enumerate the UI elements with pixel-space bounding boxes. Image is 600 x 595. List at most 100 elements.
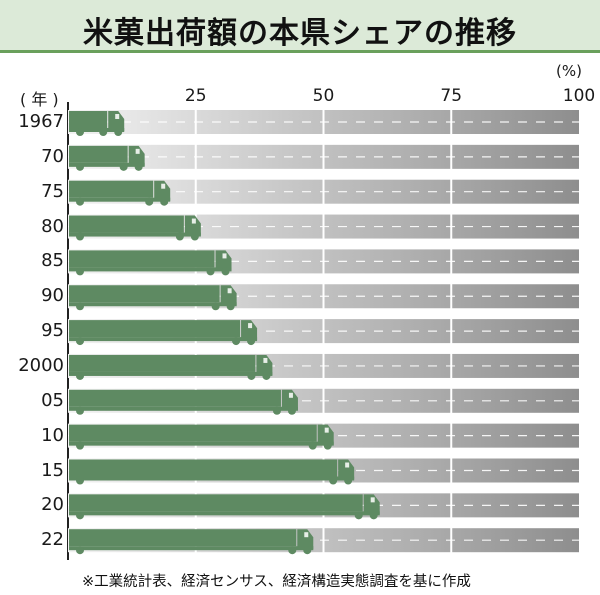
truck-wheel	[119, 162, 128, 171]
year-label: 95	[41, 320, 64, 342]
truck-wheel	[206, 267, 215, 276]
truck-chassis	[69, 441, 334, 446]
year-label: 80	[41, 215, 64, 237]
year-label: 90	[41, 285, 64, 307]
truck-bar	[69, 320, 258, 346]
truck-bar	[69, 494, 380, 520]
truck-chassis	[69, 546, 314, 551]
truck-window	[227, 288, 232, 294]
truck-body	[69, 459, 338, 477]
truck-wheel	[76, 197, 84, 206]
truck-bar	[69, 529, 314, 555]
year-label: 70	[41, 145, 64, 167]
truck-wheel	[211, 302, 220, 311]
truck-wheel	[160, 197, 169, 206]
truck-wheel	[288, 546, 297, 555]
truck-bar	[69, 424, 334, 450]
truck-window	[370, 497, 375, 503]
truck-wheel	[76, 441, 84, 450]
truck-wheel	[76, 546, 84, 555]
truck-cab	[184, 215, 201, 236]
truck-chassis	[69, 406, 298, 411]
truck-wheel	[190, 232, 199, 241]
truck-wheel	[344, 476, 353, 485]
chart-title: 米菓出荷額の本県シェアの推移	[83, 16, 517, 51]
truck-bar	[69, 180, 171, 206]
truck-wheel	[99, 128, 108, 136]
truck-window	[304, 532, 309, 538]
truck-wheel	[232, 337, 241, 346]
year-label: 75	[41, 180, 64, 202]
truck-bar	[69, 250, 232, 276]
truck-body	[69, 250, 215, 268]
truck-bar	[69, 111, 125, 136]
truck-cab	[215, 250, 232, 271]
truck-wheel	[76, 511, 84, 520]
year-label: 15	[41, 459, 64, 481]
unit-label: (%)	[556, 62, 582, 80]
truck-chassis	[69, 371, 273, 376]
truck-chassis	[69, 476, 355, 481]
truck-body	[69, 424, 317, 442]
truck-wheel	[308, 441, 317, 450]
truck-wheel	[329, 476, 338, 485]
truck-bar	[69, 389, 298, 415]
truck-wheel	[262, 371, 271, 380]
truck-wheel	[114, 128, 123, 136]
truck-body	[69, 215, 184, 233]
truck-wheel	[76, 371, 84, 380]
x-tick-label: 25	[184, 86, 207, 106]
truck-wheel	[323, 441, 332, 450]
year-label: 10	[41, 424, 64, 446]
truck-wheel	[369, 511, 378, 520]
truck-wheel	[76, 162, 84, 171]
truck-chassis	[69, 197, 171, 202]
truck-bar	[69, 215, 201, 241]
truck-cab	[256, 354, 273, 375]
title-band: 米菓出荷額の本県シェアの推移	[0, 0, 600, 53]
truck-wheel	[221, 267, 230, 276]
truck-window	[135, 148, 140, 154]
year-label: 2000	[18, 354, 64, 376]
truck-body	[69, 285, 220, 303]
truck-wheel	[303, 546, 312, 555]
truck-wheel	[76, 302, 84, 311]
truck-body	[69, 389, 281, 407]
truck-window	[248, 323, 253, 329]
truck-window	[324, 427, 329, 433]
truck-wheel	[247, 337, 256, 346]
truck-wheel	[247, 371, 256, 380]
truck-window	[345, 462, 350, 468]
truck-body	[69, 111, 108, 128]
year-label: 05	[41, 389, 64, 411]
truck-cab	[281, 389, 298, 410]
truck-body	[69, 529, 297, 547]
truck-cab	[297, 529, 314, 550]
truck-wheel	[76, 267, 84, 276]
truck-chassis	[69, 162, 145, 167]
year-axis-label: ( 年 )	[20, 90, 59, 109]
truck-wheel	[76, 337, 84, 346]
truck-wheel	[134, 162, 143, 171]
truck-body	[69, 320, 241, 338]
truck-wheel	[287, 406, 296, 415]
truck-body	[69, 354, 256, 372]
truck-cab	[220, 285, 237, 306]
truck-window	[263, 357, 268, 363]
truck-wheel	[145, 197, 154, 206]
truck-chassis	[69, 302, 237, 307]
truck-wheel	[354, 511, 363, 520]
truck-body	[69, 180, 154, 198]
truck-cab	[363, 494, 380, 515]
truck-body	[69, 145, 128, 163]
truck-body	[69, 494, 363, 512]
truck-chassis	[69, 337, 258, 342]
truck-wheel	[76, 232, 84, 241]
truck-chassis	[69, 267, 232, 272]
truck-window	[222, 253, 227, 259]
truck-wheel	[272, 406, 281, 415]
truck-cab	[108, 111, 125, 131]
x-tick-label: 50	[312, 86, 335, 106]
truck-bar	[69, 285, 237, 311]
